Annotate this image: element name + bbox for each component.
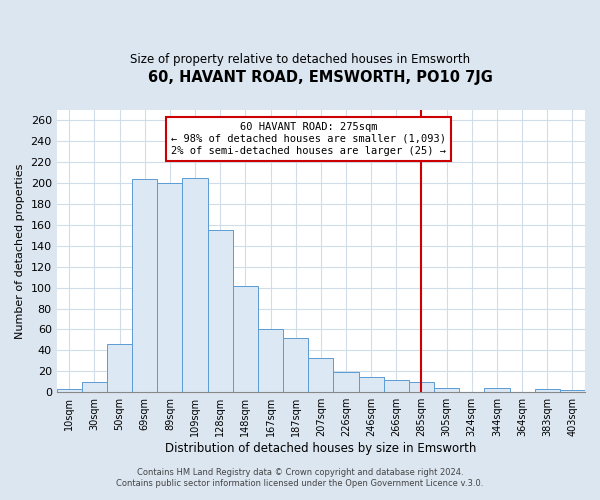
Bar xyxy=(107,344,132,392)
Bar xyxy=(484,388,509,392)
Bar xyxy=(334,372,359,392)
Bar xyxy=(384,380,409,392)
Bar xyxy=(560,390,585,392)
Text: Size of property relative to detached houses in Emsworth: Size of property relative to detached ho… xyxy=(130,52,470,66)
Bar xyxy=(56,389,82,392)
Bar xyxy=(308,358,334,392)
Bar xyxy=(157,183,182,392)
Bar xyxy=(283,338,308,392)
X-axis label: Distribution of detached houses by size in Emsworth: Distribution of detached houses by size … xyxy=(165,442,476,455)
Text: Contains HM Land Registry data © Crown copyright and database right 2024.
Contai: Contains HM Land Registry data © Crown c… xyxy=(116,468,484,487)
Bar xyxy=(132,179,157,392)
Bar xyxy=(208,230,233,392)
Bar xyxy=(233,286,258,392)
Bar xyxy=(359,376,384,392)
Bar xyxy=(258,330,283,392)
Y-axis label: Number of detached properties: Number of detached properties xyxy=(15,164,25,338)
Bar xyxy=(434,388,459,392)
Text: 60 HAVANT ROAD: 275sqm
← 98% of detached houses are smaller (1,093)
2% of semi-d: 60 HAVANT ROAD: 275sqm ← 98% of detached… xyxy=(171,122,446,156)
Bar xyxy=(535,389,560,392)
Bar xyxy=(409,382,434,392)
Title: 60, HAVANT ROAD, EMSWORTH, PO10 7JG: 60, HAVANT ROAD, EMSWORTH, PO10 7JG xyxy=(148,70,493,85)
Bar xyxy=(82,382,107,392)
Bar xyxy=(182,178,208,392)
